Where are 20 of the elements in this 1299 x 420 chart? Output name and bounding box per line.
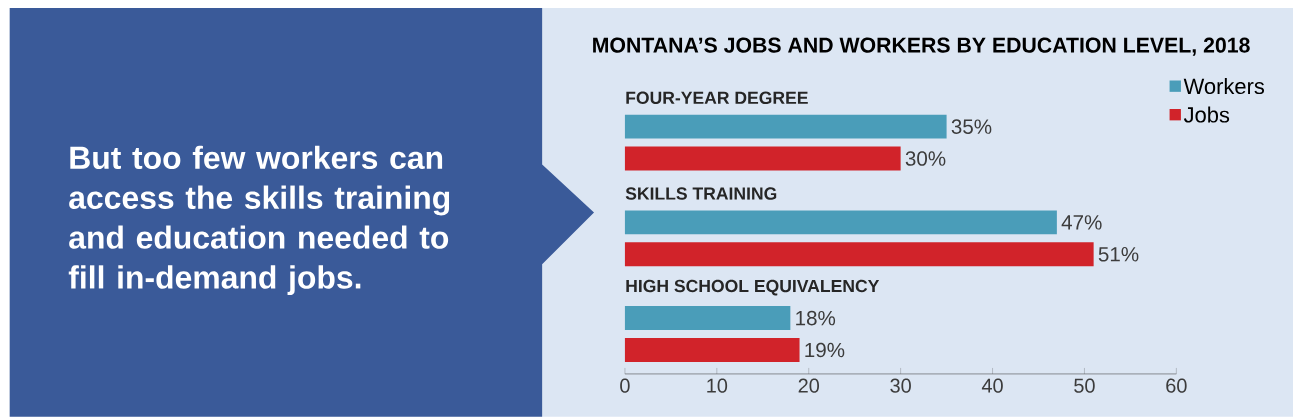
legend-label: Workers — [1183, 78, 1265, 95]
legend-label: Jobs — [1183, 106, 1230, 123]
text: But too few workers can access the skills training and education needed to fill in-demand jobs. — [68, 145, 450, 296]
data-label: 35% — [951, 119, 992, 135]
y-tick-label: FOUR-YEAR DEGREE — [626, 91, 808, 105]
data-label: 30% — [905, 151, 946, 166]
x-tick-label: 20 — [798, 378, 820, 393]
data-label: 47% — [1061, 215, 1102, 230]
x-tick-label: 10 — [707, 378, 728, 393]
y-tick-label: HIGH SCHOOL EQUIVALENCY — [626, 279, 880, 296]
data-label: 51% — [1098, 247, 1139, 262]
x-tick-label: 40 — [981, 378, 1003, 393]
y-tick-label: SKILLS TRAINING — [625, 187, 777, 200]
x-tick-label: 0 — [620, 378, 630, 393]
chart-title: MONTANA’S JOBS AND WORKERS BY EDUCATION LEVEL, 2018 — [593, 37, 1250, 56]
data-label: 19% — [805, 342, 845, 358]
x-tick-label: 60 — [1166, 378, 1187, 393]
x-tick-label: 50 — [1074, 378, 1095, 393]
x-tick-label: 30 — [890, 378, 911, 393]
data-label: 18% — [796, 310, 836, 326]
